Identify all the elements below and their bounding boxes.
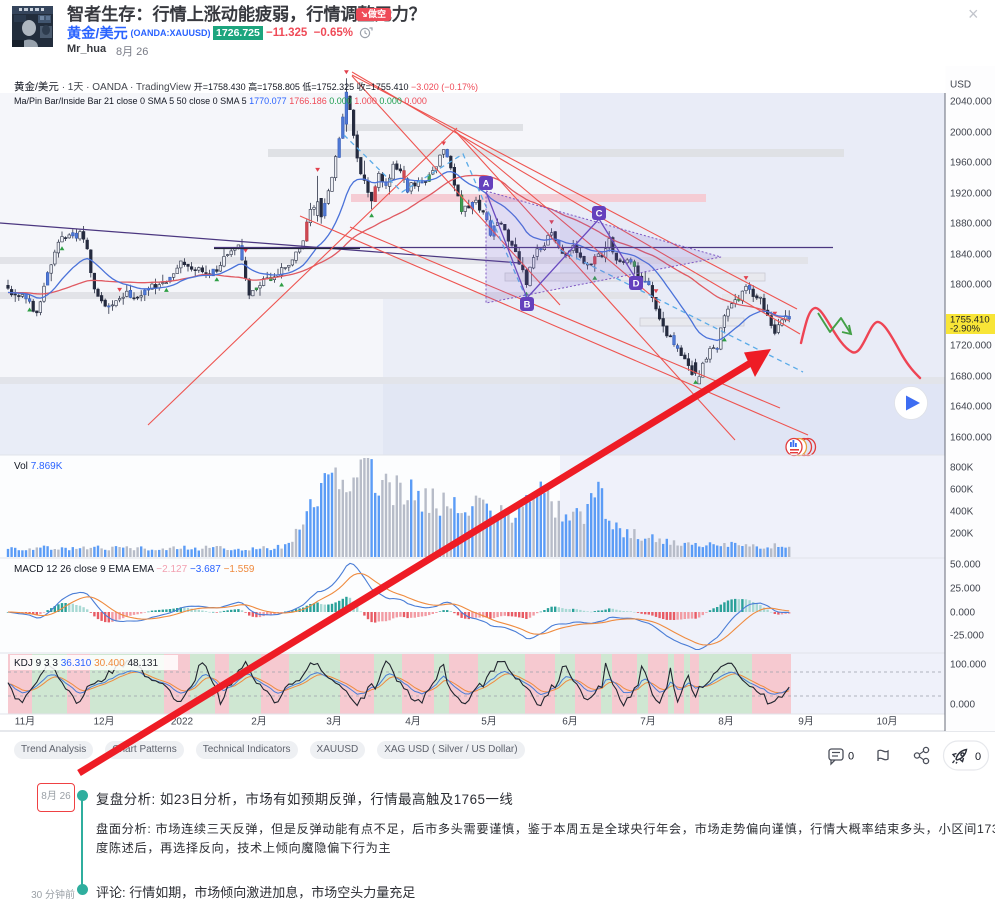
svg-text:3月: 3月 [326,716,342,728]
svg-text:7月: 7月 [640,716,656,728]
svg-text:1800.000: 1800.000 [950,280,992,291]
svg-text:11月: 11月 [15,716,35,728]
svg-text:MACD 12 26 close 9 EMA EMA −2.: MACD 12 26 close 9 EMA EMA −2.127 −3.687… [14,564,255,575]
svg-text:400K: 400K [950,507,974,518]
svg-text:2月: 2月 [251,716,267,728]
svg-text:2040.000: 2040.000 [950,97,992,108]
svg-text:-2.90%: -2.90% [950,324,981,335]
svg-text:2000.000: 2000.000 [950,128,992,139]
svg-text:USD: USD [950,80,971,91]
svg-text:D: D [633,279,640,290]
svg-text:-25.000: -25.000 [950,631,984,642]
svg-text:1920.000: 1920.000 [950,189,992,200]
svg-text:Ma/Pin Bar/Inside Bar 21 close: Ma/Pin Bar/Inside Bar 21 close 0 SMA 5 5… [14,96,427,106]
svg-text:1640.000: 1640.000 [950,402,992,413]
svg-text:0.000: 0.000 [950,700,975,711]
svg-text:1960.000: 1960.000 [950,158,992,169]
svg-text:800K: 800K [950,463,974,474]
svg-text:100.000: 100.000 [950,660,987,671]
svg-text:25.000: 25.000 [950,584,981,595]
svg-text:8月: 8月 [718,716,734,728]
svg-text:1840.000: 1840.000 [950,250,992,261]
svg-text:1720.000: 1720.000 [950,341,992,352]
svg-text:C: C [596,209,603,220]
svg-text:A: A [483,179,490,190]
svg-text:10月: 10月 [876,716,897,728]
svg-text:5月: 5月 [481,716,497,728]
svg-text:50.000: 50.000 [950,560,981,571]
svg-text:1680.000: 1680.000 [950,372,992,383]
svg-text:600K: 600K [950,485,974,496]
svg-text:4月: 4月 [405,716,421,728]
svg-text:1880.000: 1880.000 [950,219,992,230]
svg-text:0.000: 0.000 [950,608,975,619]
svg-text:0: 0 [848,751,854,763]
svg-text:0: 0 [975,751,981,763]
svg-text:黄金/美元 · 1天 · OANDA · TradingVi: 黄金/美元 · 1天 · OANDA · TradingView 开=1758.… [14,80,478,93]
svg-text:6月: 6月 [562,716,578,728]
svg-text:200K: 200K [950,529,974,540]
svg-text:12月: 12月 [93,716,114,728]
svg-text:B: B [524,300,531,311]
svg-text:KDJ 9 3 3 36.310 30.400 48.131: KDJ 9 3 3 36.310 30.400 48.131 [14,658,158,669]
svg-text:Vol 7.869K: Vol 7.869K [14,461,63,472]
svg-text:1600.000: 1600.000 [950,433,992,444]
svg-text:9月: 9月 [798,716,814,728]
svg-text:2022: 2022 [171,717,194,728]
